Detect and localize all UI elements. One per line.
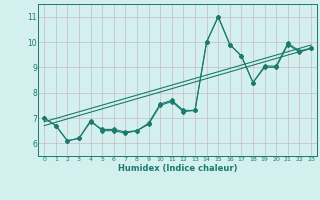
X-axis label: Humidex (Indice chaleur): Humidex (Indice chaleur) xyxy=(118,164,237,173)
